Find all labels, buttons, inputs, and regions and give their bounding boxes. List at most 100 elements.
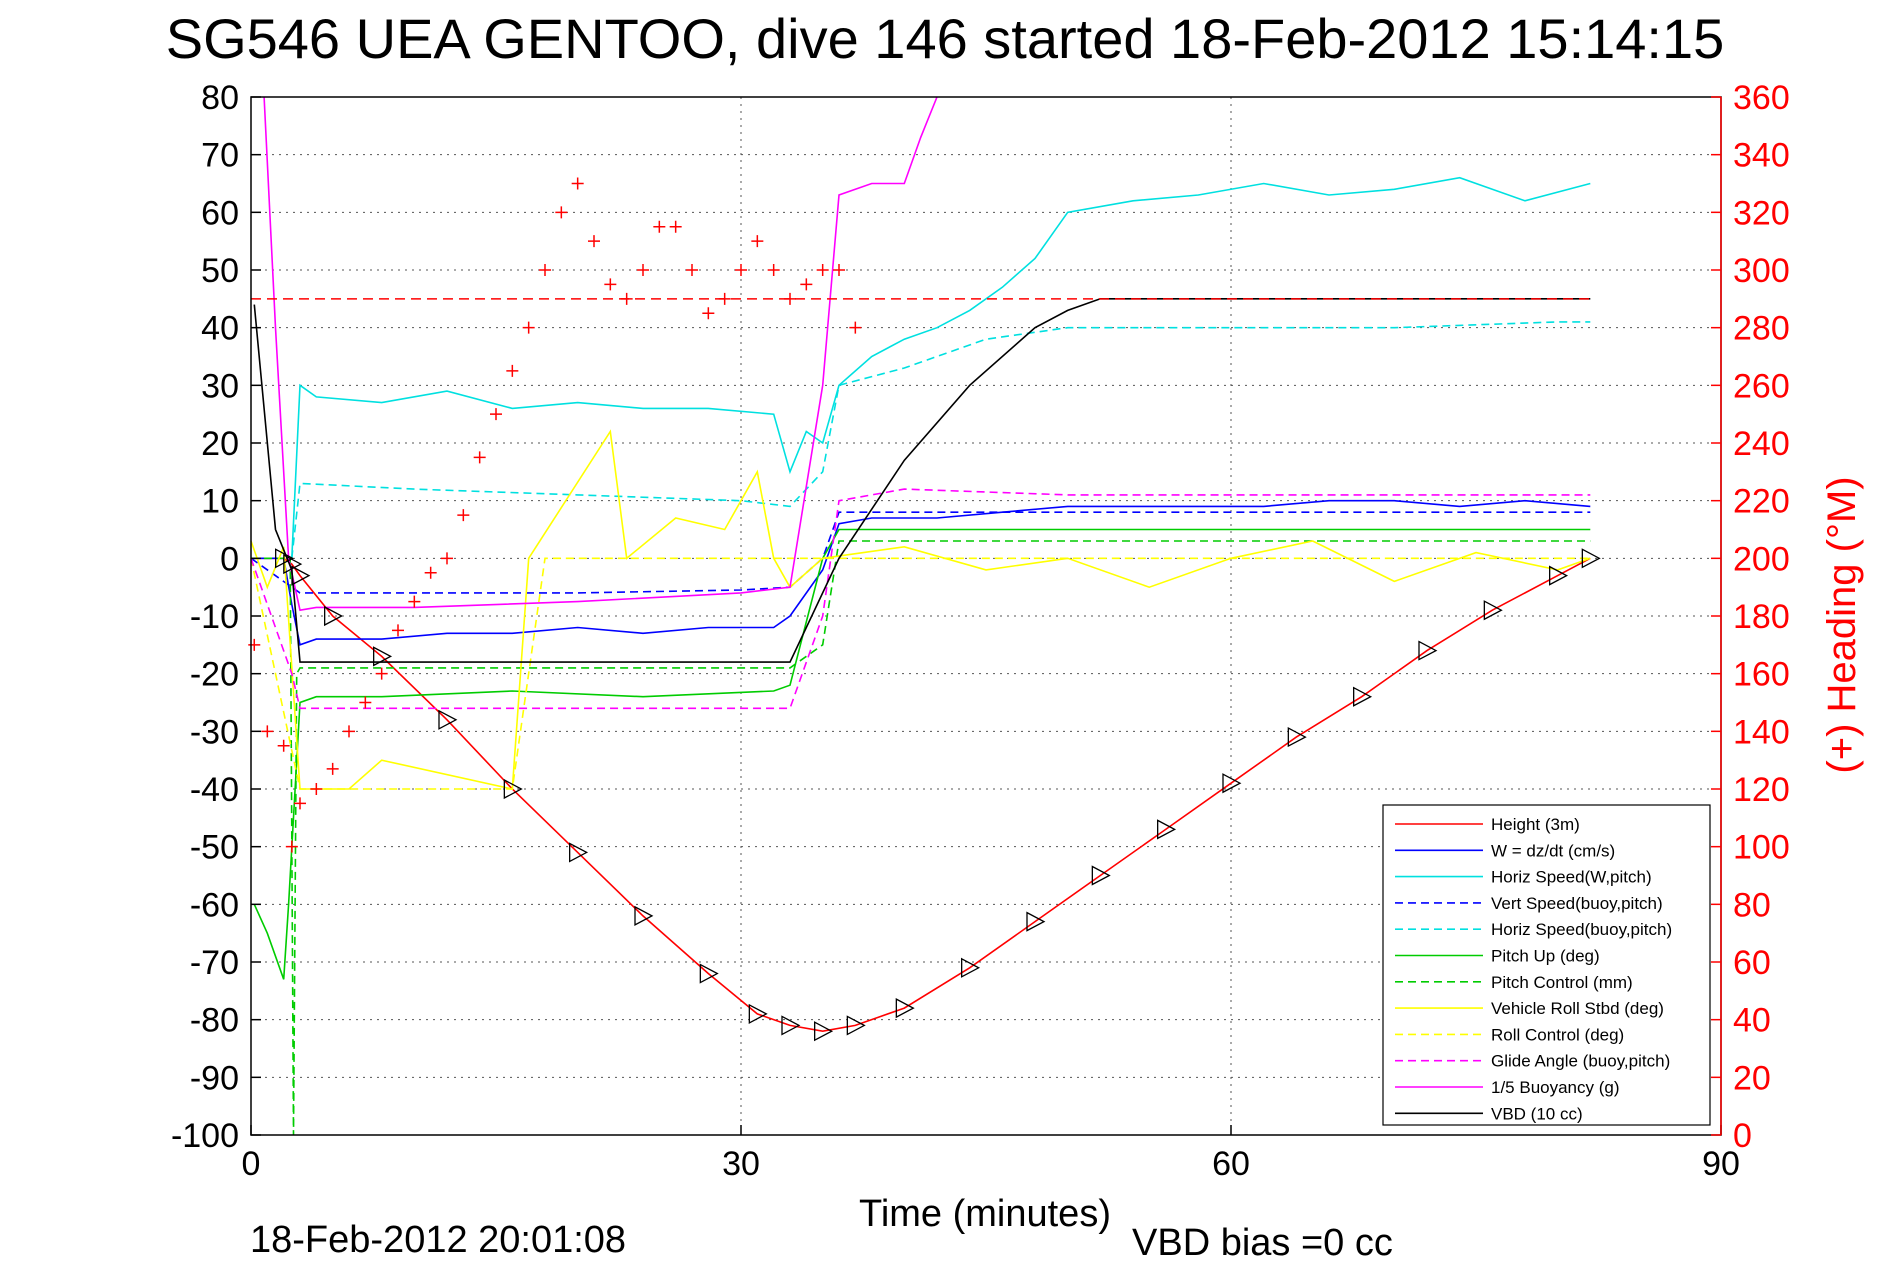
y2-tick-label: 260 [1733, 367, 1790, 405]
heading-point [473, 451, 486, 464]
y2-tick-label: 340 [1733, 137, 1790, 175]
height-marker [291, 565, 311, 586]
heading-point [555, 206, 568, 219]
series-vbd-line [253, 297, 1591, 663]
legend-label-buoyancy: 1/5 Buoyancy (g) [1491, 1078, 1620, 1097]
heading-point [248, 638, 261, 651]
y-tick-label: 80 [201, 79, 239, 117]
y2-axis-label: (+) Heading (°M) [1820, 476, 1864, 773]
height-marker [569, 842, 589, 863]
y-tick-label: -30 [190, 713, 239, 751]
y2-tick-label: 40 [1733, 1002, 1771, 1040]
y2-tick-label: 0 [1733, 1117, 1752, 1155]
legend-label-vehicle_roll: Vehicle Roll Stbd (deg) [1491, 999, 1664, 1018]
series-height-line [251, 557, 1591, 1033]
legend-label-vbd: VBD (10 cc) [1491, 1104, 1583, 1123]
y2-tick-label: 220 [1733, 483, 1790, 521]
vbd-bias-text: VBD bias =0 cc [1132, 1222, 1393, 1262]
y2-tick-label: 100 [1733, 829, 1790, 867]
height-marker [1549, 565, 1569, 586]
heading-point [653, 220, 666, 233]
legend-label-horiz_speed: Horiz Speed(W,pitch) [1491, 868, 1652, 887]
height-marker [1581, 548, 1601, 569]
height-marker [895, 998, 915, 1019]
y2-tick-label: 320 [1733, 194, 1790, 232]
y2-tick-label: 140 [1733, 713, 1790, 751]
x-axis-label: Time (minutes) [859, 1193, 1111, 1235]
height-marker [1353, 686, 1373, 707]
heading-point [506, 364, 519, 377]
heading-point [343, 725, 355, 738]
y-tick-label: 10 [201, 483, 239, 521]
y2-tick-label: 20 [1733, 1059, 1771, 1097]
height-marker [1483, 600, 1503, 621]
x-tick-label: 0 [242, 1145, 261, 1183]
heading-point [490, 408, 502, 421]
legend-label-height: Height (3m) [1491, 815, 1580, 834]
heading-layer [248, 177, 1591, 853]
y-tick-label: -90 [190, 1059, 239, 1097]
series-layer [250, 96, 1601, 1136]
heading-point [457, 509, 470, 522]
series-glide_angle-line [250, 488, 1591, 710]
heading-point [686, 264, 698, 276]
y-tick-label: 20 [201, 425, 239, 463]
height-marker [814, 1021, 834, 1042]
legend-box [1382, 804, 1711, 1126]
height-marker [748, 1003, 768, 1024]
height-marker [1157, 819, 1177, 840]
heading-point [408, 595, 421, 608]
legend-label-vert_speed_buoy: Vert Speed(buoy,pitch) [1491, 894, 1663, 913]
y-tick-label: -80 [190, 1002, 239, 1040]
height-marker [1287, 727, 1307, 748]
heading-point [285, 840, 298, 853]
y2-tick-label: 240 [1733, 425, 1790, 463]
x-tick-label: 60 [1212, 1145, 1250, 1183]
y-tick-label: 60 [201, 194, 239, 232]
height-marker [1418, 640, 1438, 661]
heading-point [784, 292, 796, 305]
heading-point [718, 292, 731, 305]
series-pitch_control-line [251, 540, 1591, 1136]
heading-point [833, 264, 845, 276]
height-marker [634, 905, 654, 926]
legend-label-pitch_up: Pitch Up (deg) [1491, 947, 1600, 966]
heading-point [424, 566, 437, 579]
footer-date: 18-Feb-2012 20:01:08 [250, 1219, 626, 1261]
heading-point [277, 739, 290, 752]
y-tick-label: 30 [201, 367, 239, 405]
heading-point [816, 264, 829, 276]
y2-tick-label: 120 [1733, 771, 1790, 809]
heading-point [849, 321, 862, 334]
legend-label-w: W = dz/dt (cm/s) [1491, 841, 1615, 860]
series-vehicle_roll-line [250, 429, 1591, 790]
heading-point [326, 762, 339, 775]
y-tick-label: -50 [190, 829, 239, 867]
heading-point [800, 278, 813, 291]
heading-point [522, 321, 535, 334]
series-w-line [251, 499, 1591, 646]
series-pitch_up-line [253, 528, 1591, 980]
height-marker [1091, 865, 1111, 886]
legend-label-pitch_control: Pitch Control (mm) [1491, 973, 1633, 992]
x-tick-label: 90 [1702, 1145, 1740, 1183]
height-marker [1026, 911, 1046, 932]
heading-point [751, 235, 764, 248]
x-tick-label: 30 [722, 1145, 760, 1183]
heading-point [392, 624, 404, 637]
y2-tick-label: 280 [1733, 310, 1790, 348]
series-vert_speed_buoy-line [250, 511, 1591, 594]
y-tick-label: 70 [201, 137, 239, 175]
y-tick-label: -70 [190, 944, 239, 982]
heading-point [620, 292, 633, 305]
height-marker [373, 646, 393, 667]
y-tick-label: -10 [190, 598, 239, 636]
heading-point [359, 696, 372, 709]
heading-point [767, 264, 780, 276]
height-marker [503, 778, 523, 800]
y2-tick-label: 160 [1733, 656, 1790, 694]
heading-point [294, 797, 306, 810]
heading-point [441, 552, 453, 565]
y-tick-label: 40 [201, 310, 239, 348]
